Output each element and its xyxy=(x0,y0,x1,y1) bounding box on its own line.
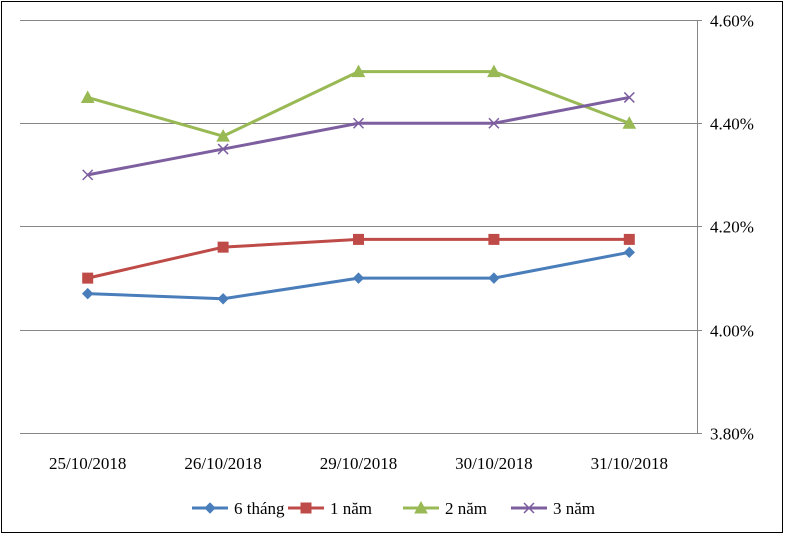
marker-x xyxy=(623,91,635,103)
y-axis-tick-labels: 3.80% 4.00% 4.20% 4.40% 4.60% xyxy=(710,12,754,444)
marker-square xyxy=(300,502,312,514)
y-tick-label: 3.80% xyxy=(710,425,754,444)
marker-square xyxy=(353,233,364,245)
series-line-4 xyxy=(87,95,630,177)
series-lines xyxy=(87,70,630,301)
marker-diamond xyxy=(81,287,94,300)
marker-triangle xyxy=(622,116,637,129)
marker-diamond xyxy=(488,272,500,284)
gridlines xyxy=(20,20,702,434)
y-tick-label: 4.20% xyxy=(710,218,754,237)
marker-diamond xyxy=(217,293,229,305)
y-tick-label: 4.40% xyxy=(710,115,754,134)
y-tick-label: 4.60% xyxy=(710,12,754,31)
marker-x xyxy=(82,169,94,181)
marker-diamond xyxy=(623,246,636,259)
marker-square xyxy=(217,241,229,253)
marker-x xyxy=(352,117,365,129)
legend-label: 6 tháng xyxy=(234,499,285,518)
legend: 6 tháng 1 năm 2 năm 3 năm xyxy=(192,499,595,518)
x-tick-label: 29/10/2018 xyxy=(320,454,397,473)
x-tick-label: 31/10/2018 xyxy=(591,454,668,473)
series-line-2 xyxy=(87,237,630,280)
legend-label: 3 năm xyxy=(553,499,595,518)
marker-x xyxy=(488,117,500,129)
x-tick-label: 26/10/2018 xyxy=(184,454,261,473)
marker-triangle xyxy=(216,129,230,142)
marker-triangle xyxy=(80,90,95,103)
legend-label: 1 năm xyxy=(330,499,372,518)
marker-square xyxy=(82,272,94,284)
y-tick-label: 4.00% xyxy=(710,322,754,341)
series-line-3 xyxy=(87,70,630,138)
marker-x xyxy=(217,143,229,155)
marker-square xyxy=(623,233,635,245)
marker-square xyxy=(488,233,500,245)
x-tick-label: 30/10/2018 xyxy=(455,454,532,473)
marker-triangle xyxy=(487,64,501,78)
series-markers xyxy=(80,64,637,305)
legend-label: 2 năm xyxy=(445,499,487,518)
marker-triangle xyxy=(351,64,366,78)
marker-x xyxy=(523,502,535,514)
marker-diamond xyxy=(352,272,365,284)
marker-diamond xyxy=(204,502,216,514)
x-tick-label: 25/10/2018 xyxy=(49,454,126,473)
marker-triangle xyxy=(414,500,428,514)
x-axis-tick-labels: 25/10/2018 26/10/2018 29/10/2018 30/10/2018… xyxy=(49,454,668,473)
